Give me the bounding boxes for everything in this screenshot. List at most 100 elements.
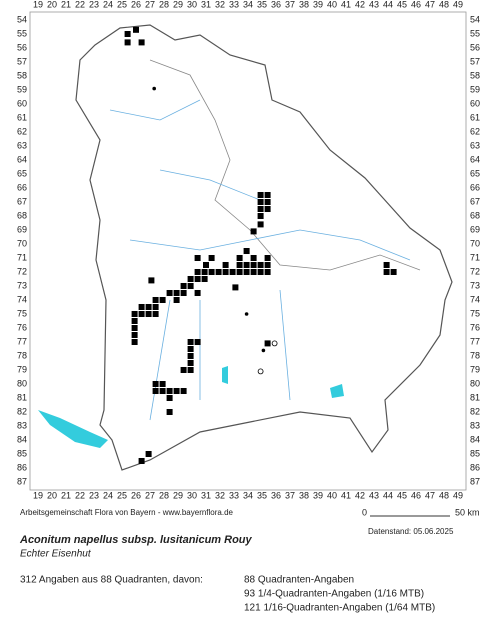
row-label: 85 <box>17 448 27 458</box>
column-label: 33 <box>229 490 239 500</box>
record-square <box>250 269 257 275</box>
record-square <box>243 269 250 275</box>
column-label: 49 <box>453 0 463 9</box>
row-label: 54 <box>17 14 27 24</box>
column-label: 27 <box>145 490 155 500</box>
row-label: 75 <box>17 308 27 318</box>
record-square <box>124 31 131 37</box>
row-label: 69 <box>470 224 480 234</box>
column-label: 35 <box>257 0 267 9</box>
row-label: 78 <box>17 350 27 360</box>
record-square <box>194 339 201 345</box>
record-square <box>208 269 215 275</box>
row-label: 59 <box>17 84 27 94</box>
row-label: 56 <box>470 42 480 52</box>
record-square <box>159 381 166 387</box>
state-border <box>75 24 453 471</box>
row-label: 76 <box>470 322 480 332</box>
column-label: 22 <box>75 0 85 9</box>
record-square <box>152 388 159 394</box>
record-square <box>194 255 201 261</box>
column-label: 32 <box>215 0 225 9</box>
scale-end: 50 km <box>455 507 480 517</box>
record-square <box>131 325 138 331</box>
row-label: 79 <box>17 364 27 374</box>
row-label: 65 <box>17 168 27 178</box>
record-square <box>222 269 229 275</box>
species-name: Aconitum napellus subsp. lusitanicum Rou… <box>19 534 253 546</box>
record-square <box>257 269 264 275</box>
record-square <box>243 262 250 268</box>
record-square <box>166 409 173 415</box>
record-square <box>180 367 187 373</box>
row-label: 55 <box>17 28 27 38</box>
record-square <box>264 199 271 205</box>
record-square <box>138 458 145 464</box>
column-label: 48 <box>439 0 449 9</box>
record-dot <box>152 86 156 91</box>
row-label: 77 <box>470 336 480 346</box>
row-label: 65 <box>470 168 480 178</box>
record-square <box>152 311 159 317</box>
column-label: 48 <box>439 490 449 500</box>
record-square <box>187 367 194 373</box>
row-label: 75 <box>470 308 480 318</box>
column-label: 25 <box>117 490 127 500</box>
record-square <box>187 353 194 359</box>
column-label: 45 <box>397 0 407 9</box>
column-label: 42 <box>355 490 365 500</box>
row-label: 61 <box>17 112 27 122</box>
row-label: 82 <box>470 406 480 416</box>
row-label: 66 <box>17 182 27 192</box>
row-label: 66 <box>470 182 480 192</box>
record-square <box>166 395 173 401</box>
row-label: 71 <box>470 252 480 262</box>
record-square <box>131 339 138 345</box>
record-square <box>208 255 215 261</box>
record-square <box>173 290 180 296</box>
record-square <box>187 360 194 366</box>
record-square <box>138 311 145 317</box>
credit: Arbeitsgemeinschaft Flora von Bayern - w… <box>20 508 234 517</box>
record-square <box>250 228 257 235</box>
column-label: 24 <box>103 0 113 9</box>
row-label: 79 <box>470 364 480 374</box>
record-square <box>187 346 194 352</box>
row-label: 55 <box>470 28 480 38</box>
row-label: 60 <box>17 98 27 108</box>
row-label: 72 <box>17 266 27 276</box>
record-square <box>159 297 166 303</box>
stat-line: 88 Quadranten-Angaben <box>244 575 354 586</box>
record-square <box>383 262 390 268</box>
column-label: 40 <box>327 490 337 500</box>
row-label: 85 <box>470 448 480 458</box>
row-label: 62 <box>17 126 27 136</box>
record-square <box>232 284 239 291</box>
record-square <box>257 262 264 268</box>
row-label: 54 <box>470 14 480 24</box>
row-label: 74 <box>17 294 27 304</box>
column-label: 45 <box>397 490 407 500</box>
row-label: 58 <box>470 70 480 80</box>
record-square <box>264 269 271 275</box>
row-label: 64 <box>470 154 480 164</box>
column-label: 36 <box>271 0 281 9</box>
record-square <box>264 255 271 261</box>
row-label: 81 <box>470 392 480 402</box>
row-label: 57 <box>470 56 480 66</box>
row-label: 67 <box>470 196 480 206</box>
record-square <box>264 262 271 268</box>
row-label: 70 <box>470 238 480 248</box>
stat-line: 121 1/16-Quadranten-Angaben (1/64 MTB) <box>244 603 435 614</box>
row-label: 81 <box>17 392 27 402</box>
record-square <box>243 248 250 254</box>
column-label: 26 <box>131 490 141 500</box>
record-square <box>187 283 194 289</box>
column-label: 46 <box>411 490 421 500</box>
record-square <box>173 388 180 394</box>
record-square <box>145 304 152 310</box>
row-label: 70 <box>17 238 27 248</box>
row-label: 74 <box>470 294 480 304</box>
